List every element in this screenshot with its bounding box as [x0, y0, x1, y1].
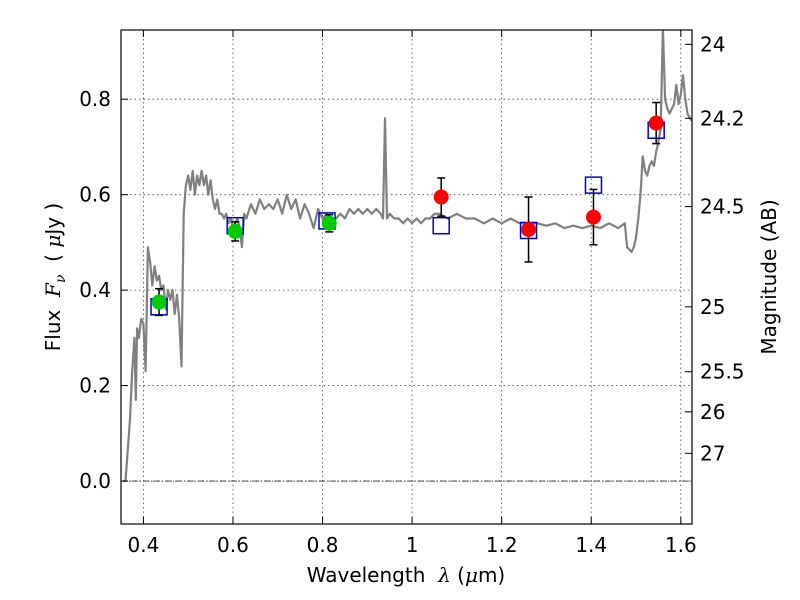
y-tick-label: 0.0: [79, 469, 111, 493]
y-tick-label: 0.6: [79, 183, 111, 207]
x-tick-label: 1.2: [486, 533, 518, 557]
magnitude-tick-label: 27: [700, 441, 725, 465]
magnitude-tick-label: 26: [700, 400, 725, 424]
x-tick-label: 1: [406, 533, 419, 557]
observed-point-red: [521, 222, 537, 238]
magnitude-tick-label: 24.2: [700, 106, 745, 130]
x-axis-label: Wavelength λ (μm): [307, 563, 506, 587]
grid: [121, 30, 692, 524]
magnitude-axis-label: Magnitude (AB): [757, 199, 781, 354]
observed-point-green: [321, 215, 337, 231]
observed-point-red: [433, 189, 449, 205]
magnitude-tick-label: 25.5: [700, 360, 745, 384]
y-tick-label: 0.8: [79, 87, 111, 111]
y-tick-label: 0.2: [79, 374, 111, 398]
observed-point-green: [151, 294, 167, 310]
magnitude-tick-label: 24.5: [700, 195, 745, 219]
x-tick-label: 0.8: [307, 533, 339, 557]
magnitude-axis-ticks: 24 24.2 24.5 25 25.5 26 27: [685, 32, 745, 465]
x-tick-label: 0.6: [217, 533, 249, 557]
model-photometry-square: [432, 216, 450, 235]
plot-frame: [120, 29, 693, 525]
model-spectrum-line: [123, 30, 692, 483]
x-tick-label: 1.4: [575, 533, 607, 557]
magnitude-tick-label: 24: [700, 32, 725, 56]
observed-point-green: [227, 223, 243, 239]
x-axis-ticks: 0.4 0.6 0.8 1 1.2 1.4 1.6: [127, 30, 697, 557]
magnitude-tick-label: 25: [700, 295, 725, 319]
observed-point-red: [648, 115, 664, 131]
y-axis-label: Flux Fν ( μJy ): [41, 203, 69, 351]
y-tick-label: 0.4: [79, 278, 111, 302]
observed-point-red: [585, 209, 601, 225]
x-tick-label: 1.6: [665, 533, 697, 557]
x-tick-label: 0.4: [127, 533, 159, 557]
plot-area: [123, 30, 692, 483]
y-axis-ticks: 0.0 0.2 0.4 0.6 0.8: [79, 87, 128, 493]
